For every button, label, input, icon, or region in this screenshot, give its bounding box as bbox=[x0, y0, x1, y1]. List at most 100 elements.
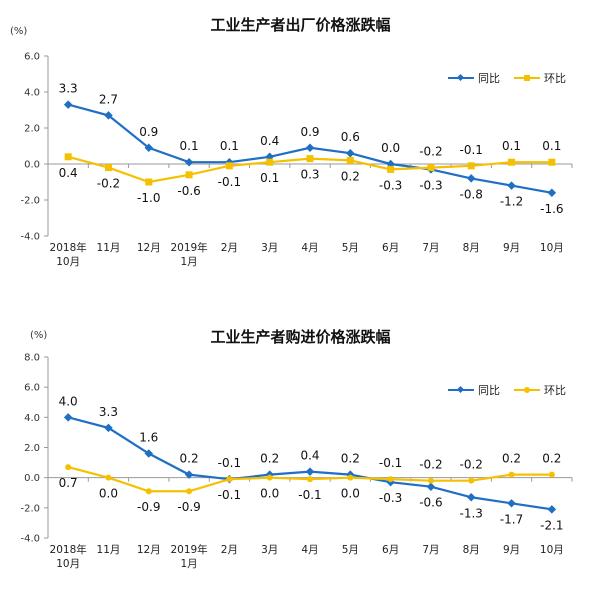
x-tick-label: 12月 bbox=[137, 242, 161, 254]
data-point bbox=[145, 488, 152, 495]
x-tick-label: 2月 bbox=[221, 544, 238, 556]
data-label: -1.2 bbox=[500, 195, 523, 209]
data-point bbox=[185, 171, 193, 179]
data-label: 0.1 bbox=[502, 139, 521, 153]
y-tick-label: -4.0 bbox=[20, 232, 40, 243]
legend-swatch-mom bbox=[514, 73, 540, 83]
y-tick-label: -2.0 bbox=[20, 503, 40, 514]
data-label: -0.1 bbox=[218, 175, 241, 189]
data-label: 0.2 bbox=[180, 452, 199, 466]
data-point bbox=[184, 157, 194, 167]
data-point bbox=[467, 162, 475, 170]
data-label: -0.1 bbox=[379, 456, 402, 470]
data-point bbox=[307, 476, 313, 483]
x-tick-label: 11月 bbox=[97, 242, 121, 254]
x-tick-label: 9月 bbox=[503, 242, 520, 254]
x-tick-label: 11月 bbox=[97, 544, 121, 556]
data-point bbox=[104, 111, 113, 120]
data-point bbox=[186, 488, 193, 495]
data-label: 0.2 bbox=[341, 169, 360, 183]
data-point bbox=[466, 174, 476, 183]
data-point bbox=[144, 449, 154, 458]
y-tick-label: 8.0 bbox=[24, 353, 40, 364]
x-tick-label: 3月 bbox=[261, 242, 278, 254]
data-label: -0.1 bbox=[298, 488, 321, 502]
y-tick-label: 2.0 bbox=[24, 124, 40, 135]
data-label: -0.3 bbox=[379, 178, 402, 192]
plot-area: 6.0 4.0 2.0 0.0 -2.0 -4.0 2018年 10月 11月 12月 2019年 1… bbox=[20, 52, 573, 268]
x-tick-label: 2月 bbox=[221, 242, 238, 254]
data-point bbox=[225, 162, 233, 170]
x-tick-label: 7月 bbox=[422, 544, 439, 556]
data-point bbox=[507, 499, 516, 508]
data-label: 0.0 bbox=[260, 487, 279, 501]
data-label: -0.8 bbox=[460, 187, 483, 201]
x-tick-label: 4月 bbox=[301, 544, 318, 556]
x-tick-label: 10月 bbox=[56, 558, 80, 570]
data-label: 1.6 bbox=[139, 431, 158, 445]
y-unit-label: (%) bbox=[10, 26, 28, 37]
data-label: -0.2 bbox=[460, 458, 483, 472]
legend-item-yoy: 同比 bbox=[448, 70, 500, 86]
data-label: 0.4 bbox=[260, 134, 279, 148]
data-point bbox=[466, 493, 476, 502]
legend-item-mom: 环比 bbox=[514, 70, 566, 86]
data-label: 0.1 bbox=[542, 139, 561, 153]
data-point bbox=[548, 471, 555, 478]
data-label: -0.9 bbox=[177, 500, 200, 514]
data-label: -2.1 bbox=[540, 518, 563, 532]
data-label: 2.7 bbox=[99, 92, 118, 106]
data-label: -1.7 bbox=[500, 512, 523, 526]
chart-ppi-output: 工业生产者出厂价格涨跌幅 (%) 同比 环比 6.0 4.0 2.0 0.0 -2.0 -… bbox=[0, 0, 601, 290]
legend-swatch-mom bbox=[514, 385, 540, 395]
x-tick-label: 2018年 bbox=[50, 241, 87, 254]
data-label: 0.0 bbox=[99, 487, 118, 501]
data-point bbox=[347, 474, 354, 481]
data-label: 0.0 bbox=[381, 141, 400, 155]
data-label: -0.2 bbox=[419, 145, 442, 159]
data-label: -0.1 bbox=[460, 143, 483, 157]
chart-ppi-input: 工业生产者购进价格涨跌幅 (%) 同比 环比 8.0 6.0 4.0 2.0 0.0 -2… bbox=[0, 312, 601, 594]
data-label: 0.9 bbox=[139, 125, 158, 139]
data-label: -1.0 bbox=[137, 191, 160, 205]
data-label: -0.3 bbox=[379, 491, 402, 505]
x-tick-label: 1月 bbox=[180, 256, 197, 268]
data-label: -0.9 bbox=[137, 500, 160, 514]
chart-legend: 同比 环比 bbox=[448, 70, 566, 86]
data-label: 0.4 bbox=[300, 449, 319, 463]
data-point bbox=[548, 158, 556, 166]
data-point bbox=[305, 467, 315, 476]
data-label: -1.3 bbox=[460, 506, 483, 520]
x-tick-label: 6月 bbox=[382, 544, 399, 556]
data-label: -0.2 bbox=[97, 177, 120, 191]
data-label: 0.7 bbox=[59, 476, 78, 490]
x-tick-label: 7月 bbox=[422, 242, 439, 254]
x-tick-label: 12月 bbox=[137, 544, 161, 556]
data-point bbox=[427, 164, 435, 172]
legend-label-mom: 环比 bbox=[544, 384, 566, 397]
data-point bbox=[145, 178, 153, 186]
data-label: 0.2 bbox=[341, 452, 360, 466]
data-point bbox=[387, 476, 394, 483]
y-tick-label: 2.0 bbox=[24, 443, 40, 454]
legend-swatch-yoy bbox=[448, 73, 474, 83]
y-tick-label: 0.0 bbox=[24, 160, 40, 171]
data-label: -0.1 bbox=[218, 456, 241, 470]
data-label: -0.2 bbox=[419, 458, 442, 472]
data-point bbox=[144, 143, 154, 153]
plot-area: 8.0 6.0 4.0 2.0 0.0 -2.0 -4.0 2018年 10月 11月 12月 201… bbox=[20, 353, 573, 570]
y-tick-label: 0.0 bbox=[24, 473, 40, 484]
legend-item-yoy: 同比 bbox=[448, 382, 500, 398]
data-label: 0.1 bbox=[260, 171, 279, 185]
data-label: -0.1 bbox=[218, 488, 241, 502]
data-point bbox=[547, 188, 557, 198]
data-label: 0.9 bbox=[300, 125, 319, 139]
x-tick-label: 10月 bbox=[540, 544, 564, 556]
x-tick-label: 5月 bbox=[342, 242, 359, 254]
data-label: -0.6 bbox=[419, 496, 442, 510]
y-tick-label: 4.0 bbox=[24, 413, 40, 424]
x-tick-label: 1月 bbox=[180, 558, 197, 570]
y-unit-label: (%) bbox=[30, 330, 48, 341]
x-tick-label: 5月 bbox=[342, 544, 359, 556]
data-point bbox=[266, 158, 274, 166]
